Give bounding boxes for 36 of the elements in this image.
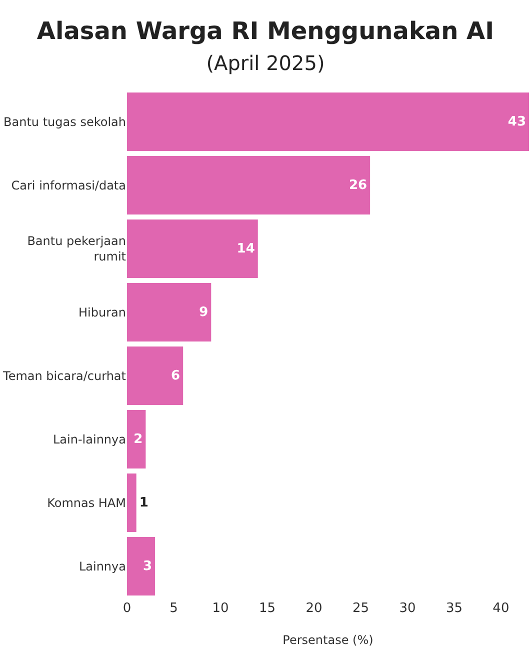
y-tick-label: Cari informasi/data bbox=[11, 178, 126, 192]
y-tick-label: Lain-lainnya bbox=[53, 432, 126, 446]
y-tick-label: Lainnya bbox=[78, 559, 126, 574]
x-tick-label: 20 bbox=[306, 601, 322, 616]
y-tick-label: Teman bicara/curhat bbox=[2, 368, 126, 383]
x-tick-label: 35 bbox=[446, 601, 462, 616]
chart-title: Alasan Warga RI Menggunakan AI bbox=[36, 16, 494, 45]
data-label: 14 bbox=[236, 241, 255, 256]
x-tick-label: 0 bbox=[122, 601, 132, 616]
bar bbox=[127, 156, 370, 214]
bar bbox=[127, 92, 529, 151]
y-tick-label: Komnas HAM bbox=[47, 496, 126, 510]
data-label: 3 bbox=[143, 558, 152, 574]
bar bbox=[127, 474, 136, 532]
x-tick-label: 10 bbox=[212, 601, 229, 616]
data-label: 26 bbox=[348, 178, 368, 193]
x-tick-label: 30 bbox=[399, 601, 416, 616]
x-tick-label: 40 bbox=[492, 601, 510, 616]
data-label: 6 bbox=[171, 368, 180, 384]
bar bbox=[127, 410, 146, 468]
bar bbox=[127, 346, 184, 405]
x-tick-label: 15 bbox=[258, 601, 276, 616]
bar bbox=[127, 220, 258, 278]
x-axis-title: Persentase (%) bbox=[282, 633, 374, 647]
bar bbox=[127, 537, 156, 596]
data-label: 9 bbox=[199, 304, 208, 320]
data-label: 2 bbox=[134, 432, 143, 447]
y-tick-label: Bantu pekerjaan rumit bbox=[27, 234, 126, 264]
y-tick-label: Bantu tugas sekolah bbox=[4, 114, 126, 129]
x-tick-label: 25 bbox=[352, 601, 369, 616]
chart-subtitle: (April 2025) bbox=[206, 51, 325, 76]
data-label: 43 bbox=[508, 114, 526, 130]
data-label: 1 bbox=[139, 495, 148, 510]
y-tick-label: Hiburan bbox=[78, 305, 126, 320]
x-tick-label: 5 bbox=[170, 601, 178, 616]
bar bbox=[127, 283, 212, 342]
